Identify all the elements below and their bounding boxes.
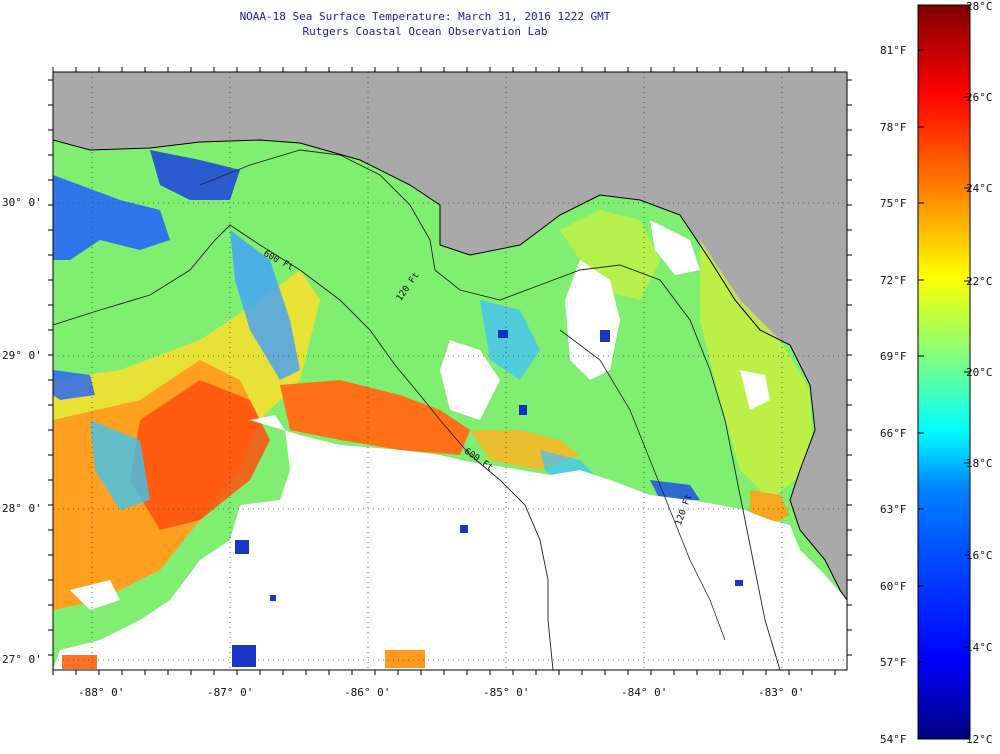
colorbar-c-label: 12°C xyxy=(966,733,993,746)
lat-label: 29° 0' xyxy=(2,349,42,362)
lat-label: 27° 0' xyxy=(2,653,42,666)
lon-label: -86° 0' xyxy=(344,686,391,699)
colorbar-f-label: 60°F xyxy=(880,580,907,593)
map-subtitle: Rutgers Coastal Ocean Observation Lab xyxy=(302,25,548,38)
colorbar-f-label: 57°F xyxy=(880,656,907,669)
lat-label: 28° 0' xyxy=(2,502,42,515)
colorbar-f-label: 63°F xyxy=(880,503,907,516)
colorbar-c-label: 14°C xyxy=(966,641,993,654)
colorbar-f-label: 81°F xyxy=(880,44,907,57)
cloud-area xyxy=(53,415,847,670)
coastline xyxy=(53,139,847,601)
colorbar-c-label: 20°C xyxy=(966,366,993,379)
colorbar xyxy=(917,4,971,740)
colorbar-f-label: 66°F xyxy=(880,427,907,440)
lon-label: -84° 0' xyxy=(621,686,668,699)
lat-label: 30° 0' xyxy=(2,196,42,209)
lon-label: -87° 0' xyxy=(207,686,254,699)
colorbar-f-label: 75°F xyxy=(880,197,907,210)
map-frame xyxy=(52,71,848,671)
isobath-120ft xyxy=(53,224,554,670)
lon-label: -83° 0' xyxy=(758,686,805,699)
colorbar-c-label: 16°C xyxy=(966,549,993,562)
isobath-600ft xyxy=(199,149,781,670)
lon-label: -88° 0' xyxy=(78,686,125,699)
lon-label: -85° 0' xyxy=(483,686,530,699)
colorbar-c-label: 24°C xyxy=(966,182,993,195)
colorbar-c-label: 22°C xyxy=(966,275,993,288)
colorbar-f-label: 69°F xyxy=(880,350,907,363)
colorbar-c-label: 26°C xyxy=(966,91,993,104)
colorbar-c-label: 28°C xyxy=(966,0,993,13)
colorbar-f-label: 54°F xyxy=(880,733,907,746)
colorbar-f-label: 78°F xyxy=(880,121,907,134)
map-title: NOAA-18 Sea Surface Temperature: March 3… xyxy=(239,10,611,23)
colorbar-f-label: 72°F xyxy=(880,274,907,287)
colorbar-c-label: 18°C xyxy=(966,457,993,470)
